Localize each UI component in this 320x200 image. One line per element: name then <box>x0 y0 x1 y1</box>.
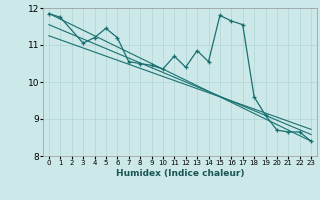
X-axis label: Humidex (Indice chaleur): Humidex (Indice chaleur) <box>116 169 244 178</box>
